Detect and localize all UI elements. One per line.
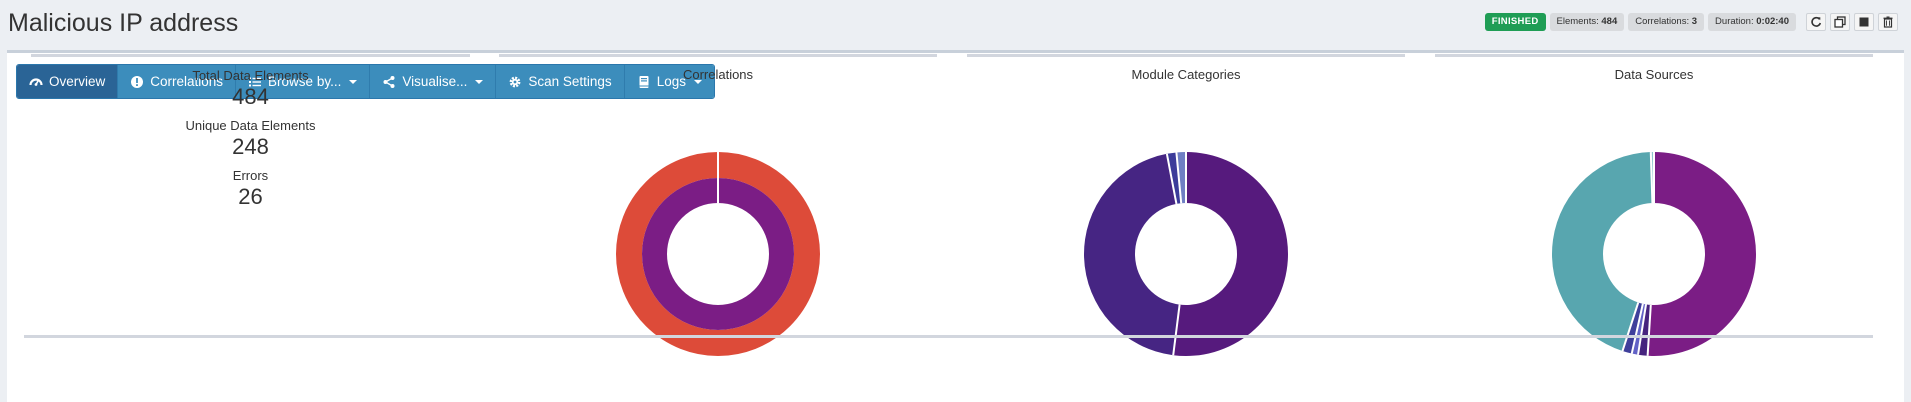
dashboard-icon — [29, 77, 43, 86]
clone-button[interactable] — [1830, 13, 1850, 31]
data-sources-separator-3 — [1637, 304, 1648, 355]
tab-browse-by-label: Browse by... — [268, 74, 342, 89]
stop-icon — [1859, 17, 1869, 27]
module-categories-chart-title: Module Categories — [1131, 67, 1241, 82]
errors-stat: Errors 26 — [31, 168, 470, 210]
correlations-badge-label: Correlations: — [1635, 16, 1690, 27]
data-sources-slice-1[interactable] — [1647, 152, 1757, 356]
tab-overview[interactable]: Overview — [17, 65, 119, 98]
data-sources-slice-5[interactable] — [1552, 152, 1653, 352]
total-elements-value: 484 — [232, 84, 269, 109]
chevron-down-icon — [475, 79, 484, 84]
refresh-icon — [1811, 16, 1822, 27]
status-badge: FINISHED — [1484, 13, 1546, 31]
exclamation-circle-icon — [131, 75, 144, 88]
correlations-chart-card: Correlations — [499, 54, 937, 284]
clone-icon — [1834, 16, 1846, 28]
module-categories-slice-1[interactable] — [1173, 152, 1288, 356]
data-sources-separator-5 — [1621, 302, 1640, 352]
tab-logs[interactable]: Logs — [624, 65, 714, 98]
data-sources-separator-4 — [1630, 303, 1644, 354]
module-categories-chart-card: Module Categories — [967, 54, 1405, 284]
tab-visualise[interactable]: Visualise... — [370, 65, 497, 98]
duration-badge: Duration: 0:02:40 — [1708, 13, 1796, 31]
unique-elements-stat: Unique Data Elements 248 — [31, 118, 470, 160]
errors-value: 26 — [238, 184, 263, 209]
total-elements-stat: Total Data Elements 484 — [31, 68, 470, 110]
module-categories-separator-3 — [1165, 153, 1178, 205]
total-elements-label: Total Data Elements — [192, 68, 309, 83]
tab-overview-label: Overview — [49, 74, 106, 89]
data-sources-separator-2 — [1646, 304, 1652, 356]
errors-label: Errors — [232, 168, 269, 183]
tab-scan-settings-label: Scan Settings — [528, 74, 612, 89]
module-categories-donut-chart — [1084, 152, 1288, 356]
module-categories-slice-3[interactable] — [1166, 152, 1182, 204]
summary-card: Total Data Elements 484 Unique Data Elem… — [31, 54, 470, 284]
stop-button[interactable] — [1854, 13, 1874, 31]
data-sources-donut-chart — [1552, 152, 1757, 356]
unique-elements-label: Unique Data Elements — [185, 118, 316, 133]
correlations-chart-title: Correlations — [682, 67, 754, 82]
module-categories-slice-4[interactable] — [1176, 152, 1186, 204]
scan-tab-bar: Overview Correlations Browse by... Visua… — [16, 64, 715, 99]
list-icon — [249, 77, 262, 86]
book-icon — [639, 75, 649, 88]
unique-elements-value: 248 — [232, 134, 269, 159]
elements-badge-value: 484 — [1601, 16, 1618, 27]
page-title: Malicious IP address — [8, 9, 239, 37]
chevron-down-icon — [349, 79, 358, 84]
data-sources-chart-card: Data Sources — [1435, 54, 1873, 284]
tab-logs-label: Logs — [656, 74, 686, 89]
duration-badge-label: Duration: — [1715, 16, 1754, 27]
module-categories-slice-2[interactable] — [1084, 153, 1180, 356]
refresh-button[interactable] — [1806, 13, 1826, 31]
correlations-badge-value: 3 — [1691, 16, 1698, 27]
trash-icon — [1883, 16, 1893, 28]
data-sources-slice-4[interactable] — [1622, 302, 1643, 354]
tab-correlations[interactable]: Correlations — [118, 65, 237, 98]
bottom-divider — [24, 335, 1873, 338]
share-icon — [383, 75, 395, 88]
correlations-badge: Correlations: 3 — [1628, 13, 1705, 31]
gear-icon — [509, 76, 521, 87]
data-sources-chart-title: Data Sources — [1614, 67, 1694, 82]
module-categories-separator-2 — [1172, 304, 1181, 356]
data-sources-separator-6 — [1649, 152, 1654, 204]
delete-button[interactable] — [1878, 13, 1898, 31]
module-categories-separator-4 — [1175, 152, 1183, 204]
tab-correlations-label: Correlations — [150, 74, 224, 89]
correlations-inner-slice-1[interactable] — [642, 178, 794, 330]
chevron-down-icon — [693, 79, 702, 84]
correlations-donut-chart — [616, 152, 820, 356]
tab-scan-settings[interactable]: Scan Settings — [496, 65, 625, 98]
duration-badge-value: 0:02:40 — [1756, 16, 1789, 27]
elements-badge: Elements: 484 — [1549, 13, 1625, 31]
tab-browse-by[interactable]: Browse by... — [236, 65, 371, 98]
tab-visualise-label: Visualise... — [402, 74, 468, 89]
elements-badge-label: Elements: — [1556, 16, 1599, 27]
scan-status-bar: FINISHED Elements: 484 Correlations: 3 D… — [1484, 13, 1898, 31]
